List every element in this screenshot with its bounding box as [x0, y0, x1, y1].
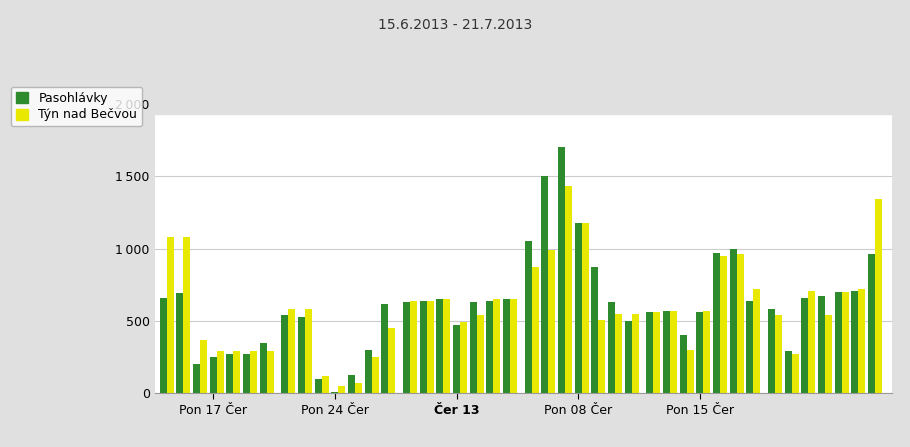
Bar	[703, 311, 711, 393]
Bar	[808, 291, 815, 393]
Bar	[511, 299, 517, 393]
Text: 15.6.2013 - 21.7.2013: 15.6.2013 - 21.7.2013	[378, 18, 532, 32]
Bar	[625, 321, 632, 393]
Bar	[443, 299, 450, 393]
Bar	[842, 292, 849, 393]
Bar	[453, 325, 460, 393]
Bar	[437, 299, 443, 393]
Bar	[834, 292, 842, 393]
Bar	[875, 199, 882, 393]
Bar	[531, 267, 539, 393]
Bar	[818, 296, 825, 393]
Bar	[493, 299, 501, 393]
Bar	[250, 351, 257, 393]
Bar	[371, 357, 379, 393]
Bar	[322, 376, 329, 393]
Bar	[487, 301, 493, 393]
Bar	[852, 291, 858, 393]
Bar	[298, 316, 305, 393]
Bar	[663, 311, 670, 393]
Bar	[288, 309, 296, 393]
Bar	[592, 267, 599, 393]
Bar	[525, 241, 531, 393]
Bar	[410, 301, 417, 393]
Bar	[541, 176, 549, 393]
Bar	[331, 392, 339, 393]
Bar	[646, 312, 653, 393]
Bar	[868, 254, 875, 393]
Bar	[737, 254, 743, 393]
Bar	[565, 186, 572, 393]
Bar	[802, 298, 808, 393]
Bar	[784, 351, 792, 393]
Bar	[420, 301, 427, 393]
Bar	[200, 340, 207, 393]
Bar	[193, 364, 200, 393]
Bar	[558, 148, 565, 393]
Bar	[792, 354, 799, 393]
Bar	[687, 350, 693, 393]
Bar	[858, 289, 865, 393]
Bar	[713, 253, 720, 393]
Bar	[746, 301, 753, 393]
Bar	[339, 386, 346, 393]
Bar	[470, 302, 477, 393]
Bar	[233, 351, 240, 393]
Bar	[348, 375, 355, 393]
Bar	[267, 351, 274, 393]
Bar	[615, 314, 622, 393]
Bar	[608, 302, 615, 393]
Bar	[184, 237, 190, 393]
Bar	[549, 250, 555, 393]
Bar	[680, 335, 687, 393]
Bar	[167, 237, 174, 393]
Bar	[696, 312, 703, 393]
Bar	[227, 354, 233, 393]
Bar	[460, 322, 467, 393]
Bar	[315, 379, 322, 393]
Bar	[477, 315, 484, 393]
Bar	[670, 311, 677, 393]
Bar	[155, 89, 892, 114]
Bar	[427, 301, 434, 393]
Bar	[720, 256, 727, 393]
Bar	[305, 309, 312, 393]
Bar	[365, 350, 371, 393]
Bar	[389, 328, 396, 393]
Bar	[381, 304, 389, 393]
Bar	[768, 309, 775, 393]
Bar	[177, 294, 184, 393]
Bar	[209, 357, 217, 393]
Bar	[581, 223, 589, 393]
Bar	[281, 315, 288, 393]
Bar	[825, 315, 832, 393]
Bar	[259, 343, 267, 393]
Bar	[730, 249, 737, 393]
Bar	[355, 383, 362, 393]
Bar	[575, 223, 581, 393]
Bar	[503, 299, 511, 393]
Bar	[632, 314, 639, 393]
Bar	[653, 312, 661, 393]
Bar	[217, 351, 224, 393]
Bar	[775, 315, 782, 393]
Bar	[243, 354, 250, 393]
Bar	[753, 289, 761, 393]
Bar	[599, 320, 605, 393]
Bar	[159, 298, 167, 393]
Bar	[403, 302, 410, 393]
Legend: Pasohlávky, Týn nad Bečvou: Pasohlávky, Týn nad Bečvou	[11, 87, 142, 127]
